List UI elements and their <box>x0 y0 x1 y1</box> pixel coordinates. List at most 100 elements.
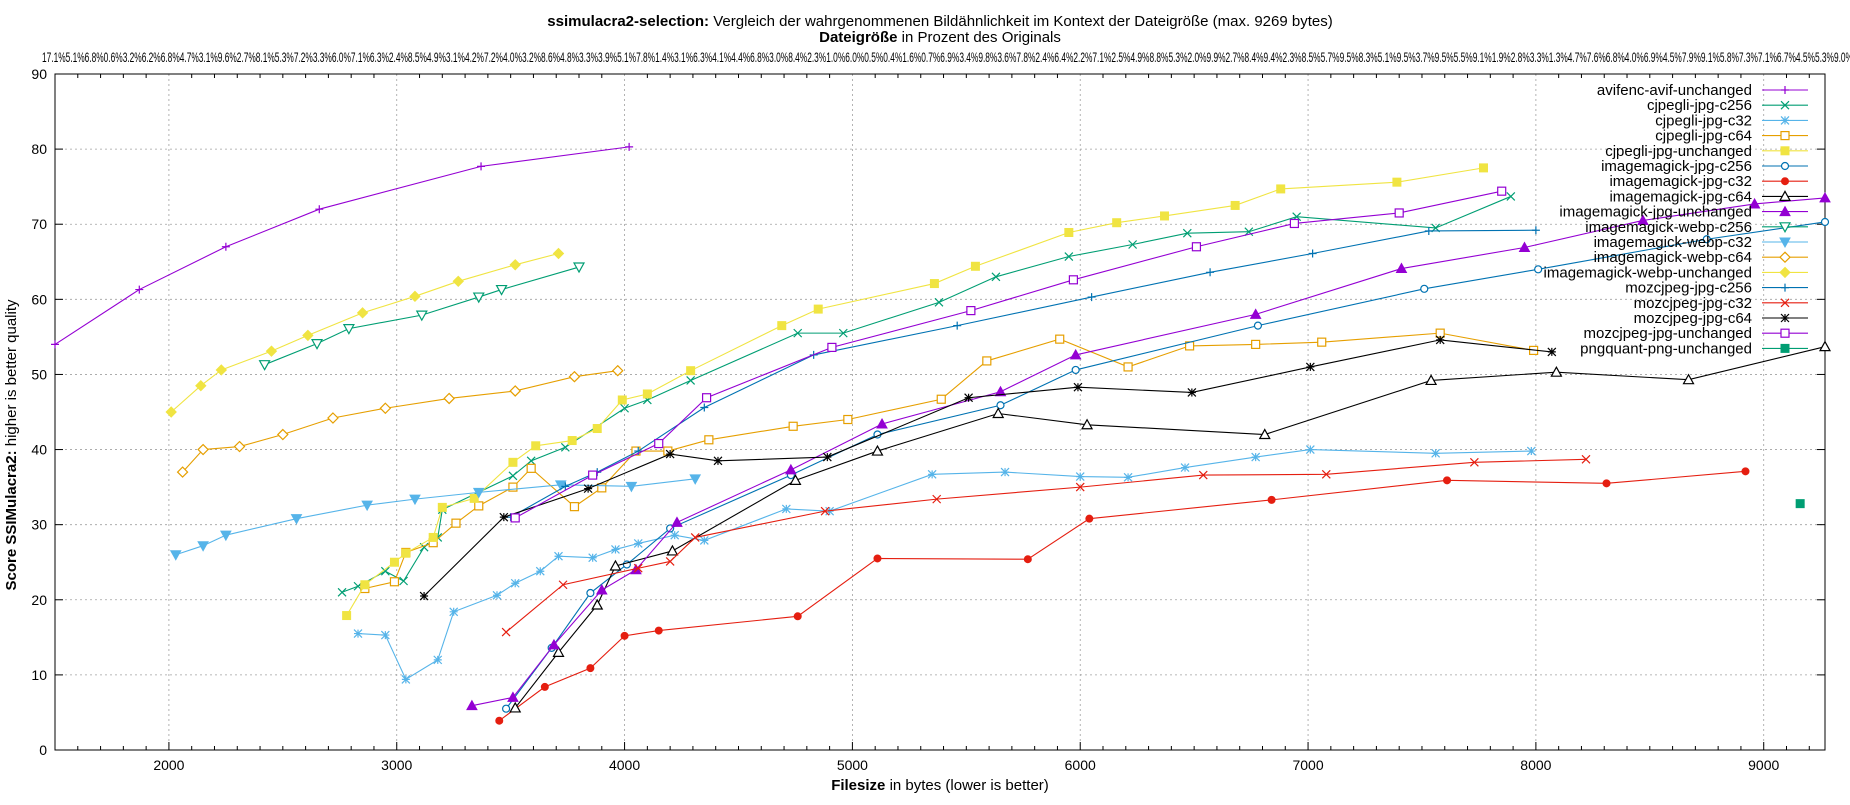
data-point <box>233 440 246 453</box>
y-tick-label: 60 <box>31 291 47 307</box>
legend: avifenc-avif-unchangedcjpegli-jpg-c256cj… <box>1544 82 1808 357</box>
series-avifenc-avif-unchanged <box>51 142 634 349</box>
data-point <box>1075 472 1085 482</box>
legend-sample <box>1762 343 1808 353</box>
x-tick-label: 5000 <box>837 757 868 773</box>
y-tick-label: 90 <box>31 66 47 82</box>
data-point <box>1778 190 1792 201</box>
data-point <box>1780 146 1790 156</box>
data-point <box>1182 228 1192 238</box>
data-point <box>927 469 937 479</box>
data-point <box>586 664 595 673</box>
data-point <box>1780 115 1790 125</box>
data-point <box>1087 293 1096 302</box>
y-axis-label: Score SSIMulacra2: higher is better qual… <box>3 299 20 590</box>
data-point <box>1779 237 1791 249</box>
data-point <box>665 557 675 566</box>
data-point <box>1779 266 1791 279</box>
series-cjpegli-jpg-c64 <box>360 328 1539 594</box>
data-point <box>220 530 232 542</box>
legend-sample <box>1762 177 1808 186</box>
data-point <box>597 483 607 493</box>
data-point <box>1075 482 1085 492</box>
data-point <box>509 385 522 397</box>
data-point <box>472 292 485 304</box>
legend-label: mozcjpeg-jpg-c32 <box>1634 295 1752 312</box>
data-point <box>1230 200 1240 210</box>
data-point <box>633 539 643 548</box>
data-point <box>793 612 802 621</box>
data-point <box>1123 362 1133 372</box>
data-point <box>964 393 974 403</box>
data-point <box>617 395 627 405</box>
data-point <box>1779 205 1791 217</box>
data-point <box>827 342 837 353</box>
data-point <box>1258 428 1271 440</box>
legend-sample <box>1762 86 1808 94</box>
legend-sample <box>1762 298 1808 308</box>
data-point <box>1085 514 1094 523</box>
data-point <box>1276 184 1286 194</box>
data-point <box>953 321 962 330</box>
data-point <box>568 370 581 383</box>
data-point <box>567 436 577 446</box>
data-point <box>1780 298 1790 308</box>
data-point <box>994 385 1007 397</box>
data-point <box>583 484 593 494</box>
data-point <box>871 444 884 456</box>
x-tick-label: 4000 <box>609 757 640 773</box>
data-point <box>552 646 565 657</box>
y-tick-label: 50 <box>31 366 47 382</box>
data-point <box>1702 235 1711 244</box>
data-point <box>932 494 942 504</box>
data-point <box>276 428 289 441</box>
data-point <box>265 345 278 357</box>
legend-sample <box>1762 146 1808 156</box>
data-point <box>1081 418 1094 430</box>
data-point <box>625 142 634 151</box>
data-point <box>1267 495 1276 504</box>
data-point <box>1180 463 1190 473</box>
series-imagemagick-webp-c64 <box>176 364 624 478</box>
data-point <box>699 536 709 545</box>
data-point <box>1780 313 1790 323</box>
data-point <box>135 285 144 294</box>
data-point <box>966 306 976 316</box>
series-line <box>364 332 1534 590</box>
data-point <box>1000 467 1010 477</box>
legend-sample <box>1762 251 1808 264</box>
data-point <box>558 580 568 590</box>
y-tick-label: 30 <box>31 517 47 533</box>
data-point <box>310 339 324 350</box>
data-point <box>51 340 59 349</box>
plot-frame <box>54 73 1826 751</box>
data-point <box>389 557 399 567</box>
data-point <box>1534 265 1543 274</box>
data-point <box>588 470 598 480</box>
data-point <box>531 441 541 451</box>
legend-sample <box>1762 266 1808 279</box>
series-line <box>357 449 1532 681</box>
data-point <box>428 532 438 542</box>
data-point <box>509 701 522 713</box>
data-point <box>472 487 485 499</box>
series-line <box>54 146 630 345</box>
data-point <box>554 480 567 491</box>
data-point <box>970 261 980 271</box>
data-point <box>337 587 347 597</box>
series-line <box>514 346 1826 709</box>
legend-sample <box>1762 313 1808 323</box>
data-point <box>1506 192 1516 201</box>
data-point <box>258 360 271 371</box>
data-point <box>492 590 502 600</box>
data-point <box>1395 262 1408 274</box>
data-point <box>936 394 946 404</box>
data-point <box>611 545 620 554</box>
data-point <box>437 502 447 512</box>
data-point <box>197 443 209 456</box>
data-point <box>1289 218 1299 229</box>
data-point <box>1317 337 1327 347</box>
data-point <box>361 500 373 512</box>
legend-sample <box>1762 161 1808 171</box>
data-point <box>569 502 580 512</box>
